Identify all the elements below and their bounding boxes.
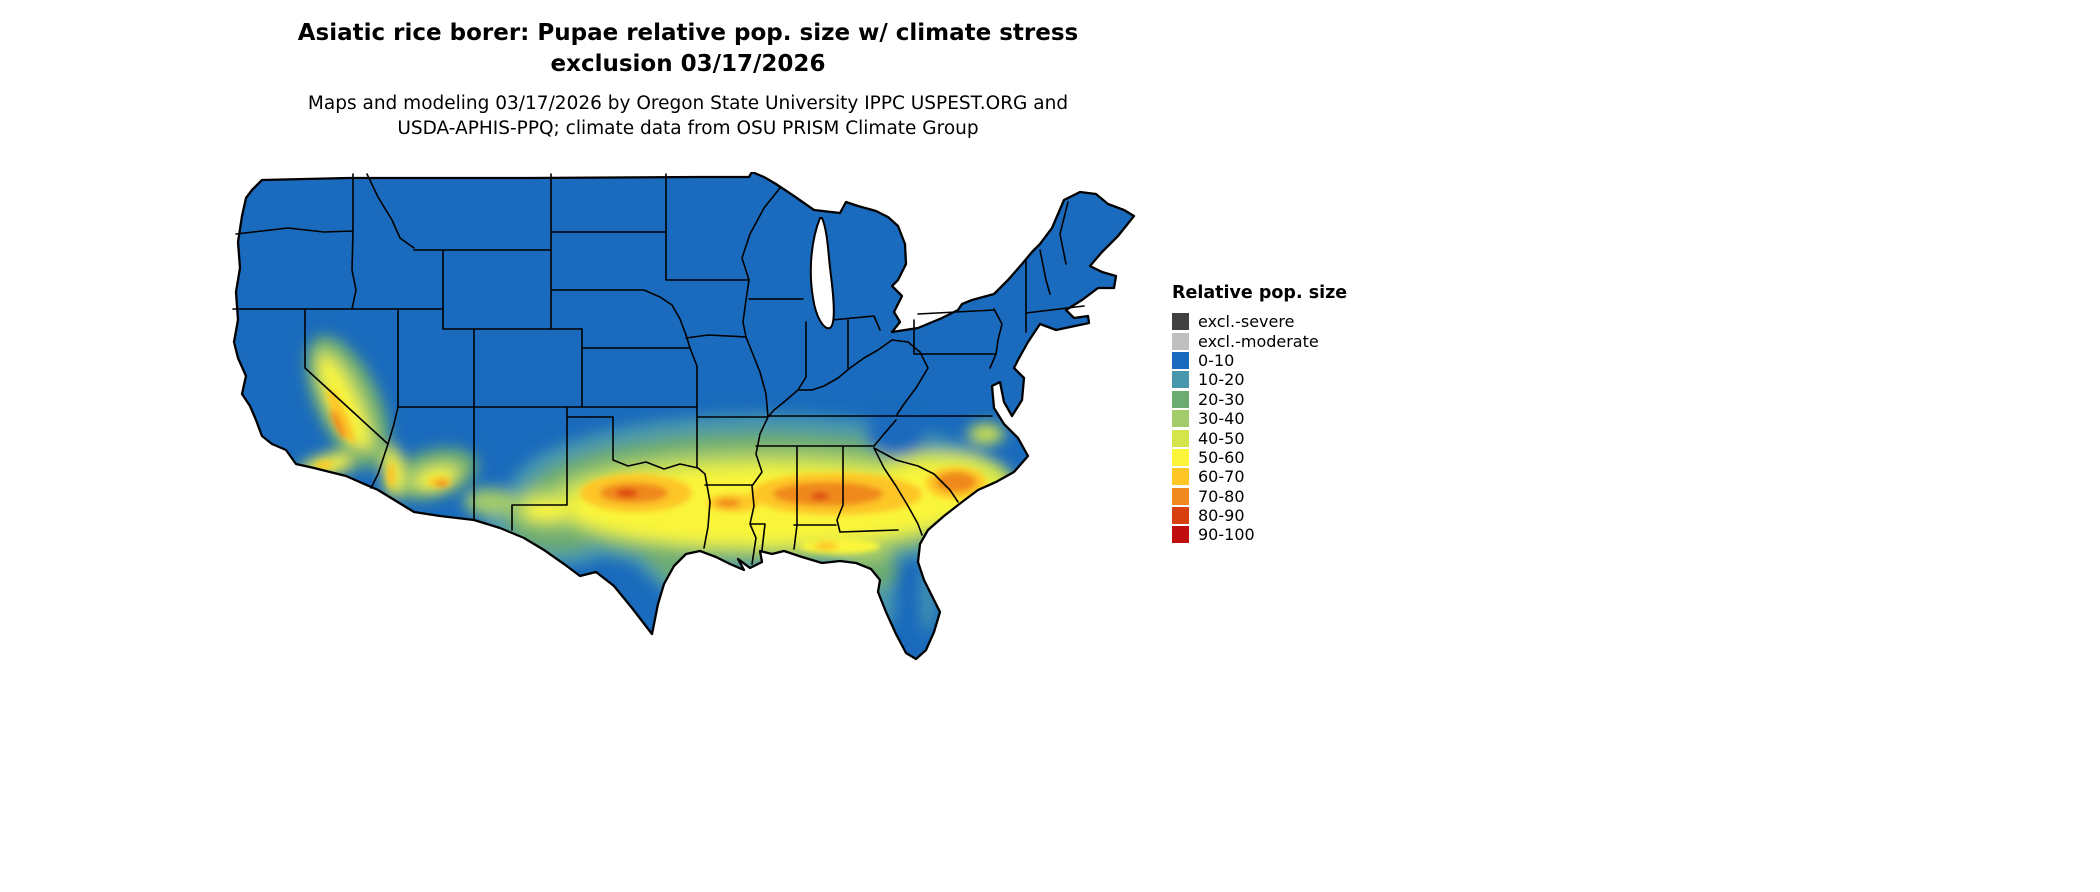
legend-swatch: [1172, 487, 1189, 505]
legend-swatch: [1172, 507, 1189, 525]
legend-swatch: [1172, 313, 1189, 331]
legend-swatch: [1172, 332, 1189, 350]
us-outline: [232, 170, 1136, 661]
legend-label: 90-100: [1198, 525, 1255, 545]
legend-item-50-60: 50-60: [1172, 448, 1347, 467]
legend-label: 20-30: [1198, 389, 1245, 409]
legend-swatch: [1172, 371, 1189, 389]
heat-cores: [315, 388, 986, 554]
legend-item-80-90: 80-90: [1172, 506, 1347, 525]
legend-label: 60-70: [1198, 467, 1245, 487]
legend-item-excl.-severe: excl.-severe: [1172, 312, 1347, 331]
legend-items: excl.-severe excl.-moderate 0-10 10-20 20-30…: [1172, 312, 1347, 545]
legend-swatch: [1172, 429, 1189, 447]
legend-item-0-10: 0-10: [1172, 351, 1347, 370]
us-map-figure: [228, 170, 1140, 664]
legend-label: excl.-severe: [1198, 312, 1295, 332]
legend-item-20-30: 20-30: [1172, 390, 1347, 409]
lake-michigan: [809, 217, 835, 330]
legend-swatch: [1172, 351, 1189, 369]
map-title-line2: exclusion 03/17/2026: [550, 51, 826, 77]
legend-item-60-70: 60-70: [1172, 467, 1347, 486]
map-subtitle-line2: USDA-APHIS-PPQ; climate data from OSU PR…: [397, 118, 979, 139]
legend-label: 80-90: [1198, 506, 1245, 526]
population-heat-layer: [234, 172, 1134, 659]
legend-label: 40-50: [1198, 428, 1245, 448]
figure-header: Asiatic rice borer: Pupae relative pop. …: [0, 18, 1376, 141]
legend-title: Relative pop. size: [1172, 283, 1348, 303]
map-title-line1: Asiatic rice borer: Pupae relative pop. …: [297, 20, 1079, 46]
legend-item-10-20: 10-20: [1172, 370, 1347, 389]
legend-label: 30-40: [1198, 409, 1245, 429]
legend-swatch: [1172, 448, 1189, 466]
legend-item-90-100: 90-100: [1172, 525, 1347, 544]
legend-swatch: [1172, 410, 1189, 428]
legend-item-excl.-moderate: excl.-moderate: [1172, 331, 1347, 350]
legend-item-30-40: 30-40: [1172, 409, 1347, 428]
us-map-svg: [232, 170, 1136, 661]
legend-swatch: [1172, 390, 1189, 408]
state-borders: [232, 173, 1085, 565]
map-subtitle-line1: Maps and modeling 03/17/2026 by Oregon S…: [307, 93, 1069, 114]
legend-label: 70-80: [1198, 486, 1245, 506]
map-subtitle: Maps and modeling 03/17/2026 by Oregon S…: [0, 91, 1376, 141]
map-legend: Relative pop. size excl.-severe excl.-mod…: [1172, 283, 1347, 545]
legend-swatch: [1172, 526, 1189, 544]
legend-label: 0-10: [1198, 350, 1235, 370]
legend-swatch: [1172, 468, 1189, 486]
legend-label: excl.-moderate: [1198, 331, 1319, 351]
legend-item-40-50: 40-50: [1172, 428, 1347, 447]
legend-label: 50-60: [1198, 447, 1245, 467]
legend-label: 10-20: [1198, 370, 1245, 390]
legend-item-70-80: 70-80: [1172, 487, 1347, 506]
